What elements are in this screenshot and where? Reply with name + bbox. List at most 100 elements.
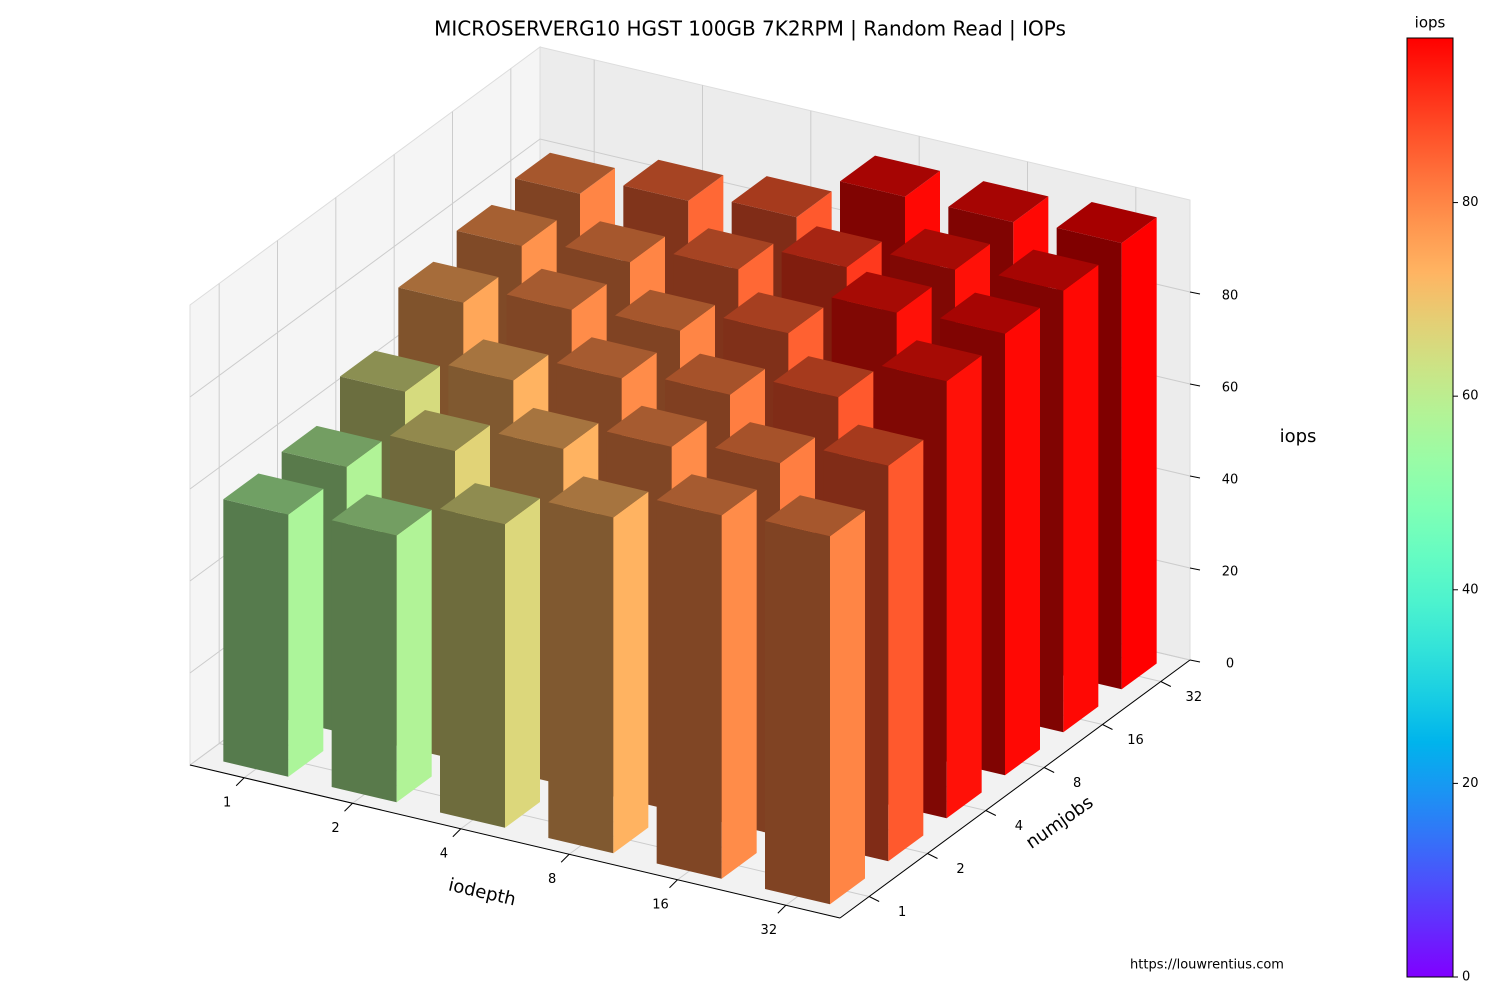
bar-top-face [456,204,557,246]
bar-top-face [223,473,324,515]
z-tick [1189,475,1201,479]
x-tick-label: 32 [761,923,778,938]
x-tick-label: 16 [652,897,669,912]
bar-top-face [773,356,874,398]
bar-top-face [281,425,382,467]
bar-front-face [765,521,830,905]
x-tick [235,777,245,787]
z-tick-label: 20 [1222,565,1239,580]
bar-front-face [656,500,722,879]
y-axis [839,659,1191,919]
z-tick [1189,291,1201,295]
y-tick [868,896,880,902]
bar-side-face [721,489,757,879]
bar-top-face [606,405,707,447]
colorbar-tick-label: 80 [1462,195,1479,210]
bar-top-face [390,410,490,452]
y-tick-label: 32 [1186,690,1203,705]
z-tick [1189,659,1201,663]
x-tick-label: 4 [440,846,448,861]
x-tick [777,904,787,914]
bar-side-face [1121,217,1157,690]
bar-top-face [765,495,865,537]
footer: https://louwrentius.com [1130,958,1284,973]
y-tick [1102,724,1113,730]
bar-top-face [506,268,607,310]
bar-top-face [615,289,715,331]
bar-top-face [781,226,882,268]
z-tick [1189,383,1201,387]
bar-top-face [623,159,724,201]
x-tick-label: 2 [331,821,339,836]
x-axis [189,764,841,919]
bar [223,473,324,777]
bar-front-face [548,502,614,854]
colorbar-tick-label: 40 [1462,582,1479,597]
bar-side-face [396,509,432,803]
bar-top-face [556,337,657,379]
bar [765,495,865,905]
bar [440,483,540,828]
bar-top-face [731,176,832,218]
bar-top-face [548,476,649,518]
bar-side-face [830,510,865,905]
x-tick [452,828,462,838]
z-tick-label: 40 [1222,473,1239,488]
y-axis-label: numjobs [1022,792,1097,853]
bar-top-face [840,155,940,197]
bar-front-face [223,499,289,777]
bar-side-face [946,355,982,819]
bar-top-face [515,152,615,194]
bar-front-face [440,508,505,828]
bar-top-face [723,292,824,334]
y-tick [1043,767,1055,773]
bar [548,476,649,854]
colorbar-label: iops [1415,14,1446,32]
y-tick [1160,681,1172,687]
z-tick [1189,567,1201,571]
x-tick-label: 1 [223,795,231,810]
z-axis-label: iops [1280,426,1317,447]
bar-top-face [998,249,1099,291]
x-tick [344,802,353,812]
bar-top-face [656,474,757,516]
y-tick [927,853,938,859]
y-tick-label: 1 [898,905,906,920]
bar-top-face [1056,202,1157,244]
bar-side-face [613,491,649,854]
bar-front-face [331,520,397,803]
bar-top-face [823,424,924,466]
chart-title: MICROSERVERG10 HGST 100GB 7K2RPM | Rando… [434,17,1066,41]
x-tick-label: 8 [548,872,556,887]
bar [656,474,757,879]
colorbar-tick-label: 0 [1462,970,1470,985]
y-tick-label: 16 [1127,733,1144,748]
bar-top-face [448,339,549,381]
colorbar-tick-label: 20 [1462,776,1479,791]
colorbar-tick-label: 60 [1462,389,1479,404]
grid-line [219,743,870,897]
x-tick [560,853,570,863]
bar-top-face [673,228,774,270]
y-tick-label: 8 [1073,776,1081,791]
bar-top-face [398,261,499,303]
bar-top-face [948,181,1049,223]
bar-top-face [715,422,815,464]
x-axis-label: iodepth [446,875,517,911]
bar-side-face [888,439,924,862]
z-tick-label: 80 [1222,289,1239,304]
bar [331,494,432,803]
bar-top-face [940,292,1040,334]
bar-side-face [505,498,540,828]
bar-top-face [340,350,440,392]
y-tick-label: 2 [956,862,964,877]
bar-side-face [288,488,324,777]
y-tick-label: 4 [1015,819,1023,834]
bar-top-face [498,407,599,449]
z-tick-label: 0 [1226,657,1234,672]
bar-top-face [565,221,665,263]
bar-top-face [881,340,982,382]
bar-top-face [331,494,432,536]
bar-side-face [1063,264,1099,733]
